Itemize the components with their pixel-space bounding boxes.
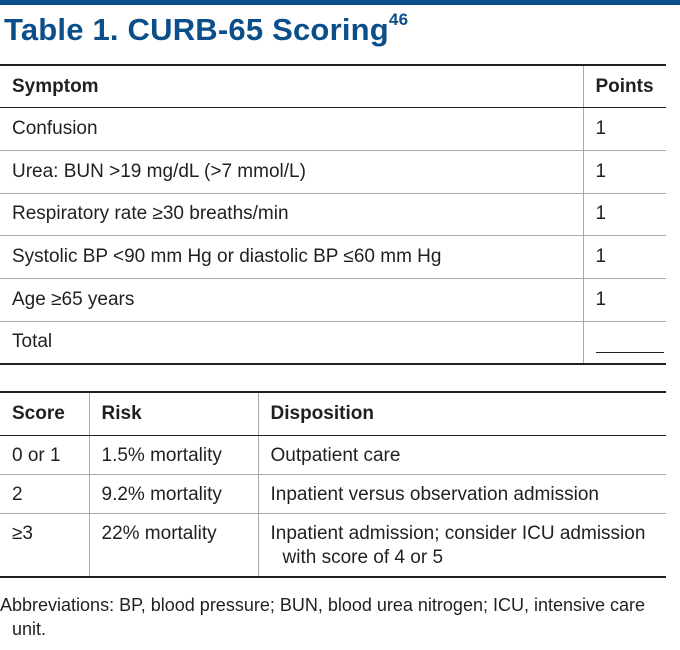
table-row: Systolic BP <90 mm Hg or diastolic BP ≤6… — [0, 235, 666, 279]
table-row: Respiratory rate ≥30 breaths/min 1 — [0, 193, 666, 237]
disposition-cell: Inpatient admission; consider ICU admiss… — [257, 513, 666, 578]
header-points: Points — [582, 65, 666, 109]
table-header-row: Score Risk Disposition — [0, 392, 666, 436]
total-row: Total — [0, 321, 666, 365]
title-text: Table 1. CURB-65 Scoring — [4, 12, 389, 47]
disposition-text: Inpatient admission; consider ICU admiss… — [270, 522, 646, 568]
title-reference: 46 — [388, 9, 409, 29]
symptom-cell: Systolic BP <90 mm Hg or diastolic BP ≤6… — [0, 235, 583, 279]
table-row: 0 or 1 1.5% mortality Outpatient care — [0, 435, 666, 475]
risk-cell: 22% mortality — [88, 513, 258, 578]
symptom-cell: Urea: BUN >19 mg/dL (>7 mmol/L) — [0, 150, 583, 194]
points-cell: 1 — [582, 235, 666, 279]
table-row: Age ≥65 years 1 — [0, 278, 666, 322]
score-cell: ≥3 — [0, 513, 89, 578]
curb65-scoring-table: Symptom Points Confusion 1 Urea: BUN >19… — [0, 64, 666, 365]
risk-cell: 9.2% mortality — [88, 474, 258, 514]
points-cell: 1 — [582, 278, 666, 322]
table-row: 2 9.2% mortality Inpatient versus observ… — [0, 474, 666, 514]
abbreviations-footnote: Abbreviations: BP, blood pressure; BUN, … — [0, 595, 646, 639]
disposition-cell: Inpatient versus observation admission — [257, 474, 666, 514]
total-label: Total — [0, 321, 583, 365]
total-blank-line — [595, 338, 664, 353]
table-row: ≥3 22% mortality Inpatient admission; co… — [0, 513, 666, 578]
disposition-cell: Outpatient care — [257, 435, 666, 475]
symptom-cell: Age ≥65 years — [0, 278, 583, 322]
symptom-cell: Respiratory rate ≥30 breaths/min — [0, 193, 583, 237]
header-score: Score — [0, 392, 89, 436]
points-cell: 1 — [582, 107, 666, 151]
risk-cell: 1.5% mortality — [88, 435, 258, 475]
risk-disposition-table: Score Risk Disposition 0 or 1 1.5% morta… — [0, 391, 666, 578]
header-symptom: Symptom — [0, 65, 583, 109]
score-cell: 0 or 1 — [0, 435, 89, 475]
table-title: Table 1. CURB-65 Scoring46 — [4, 9, 409, 48]
table-row: Urea: BUN >19 mg/dL (>7 mmol/L) 1 — [0, 150, 666, 194]
score-cell: 2 — [0, 474, 89, 514]
table-row: Confusion 1 — [0, 107, 666, 151]
points-cell: 1 — [582, 193, 666, 237]
table-header-row: Symptom Points — [0, 65, 666, 109]
symptom-cell: Confusion — [0, 107, 583, 151]
points-cell: 1 — [582, 150, 666, 194]
header-disposition: Disposition — [257, 392, 666, 436]
total-points-cell — [582, 321, 666, 365]
header-risk: Risk — [88, 392, 258, 436]
top-rule — [0, 0, 680, 5]
